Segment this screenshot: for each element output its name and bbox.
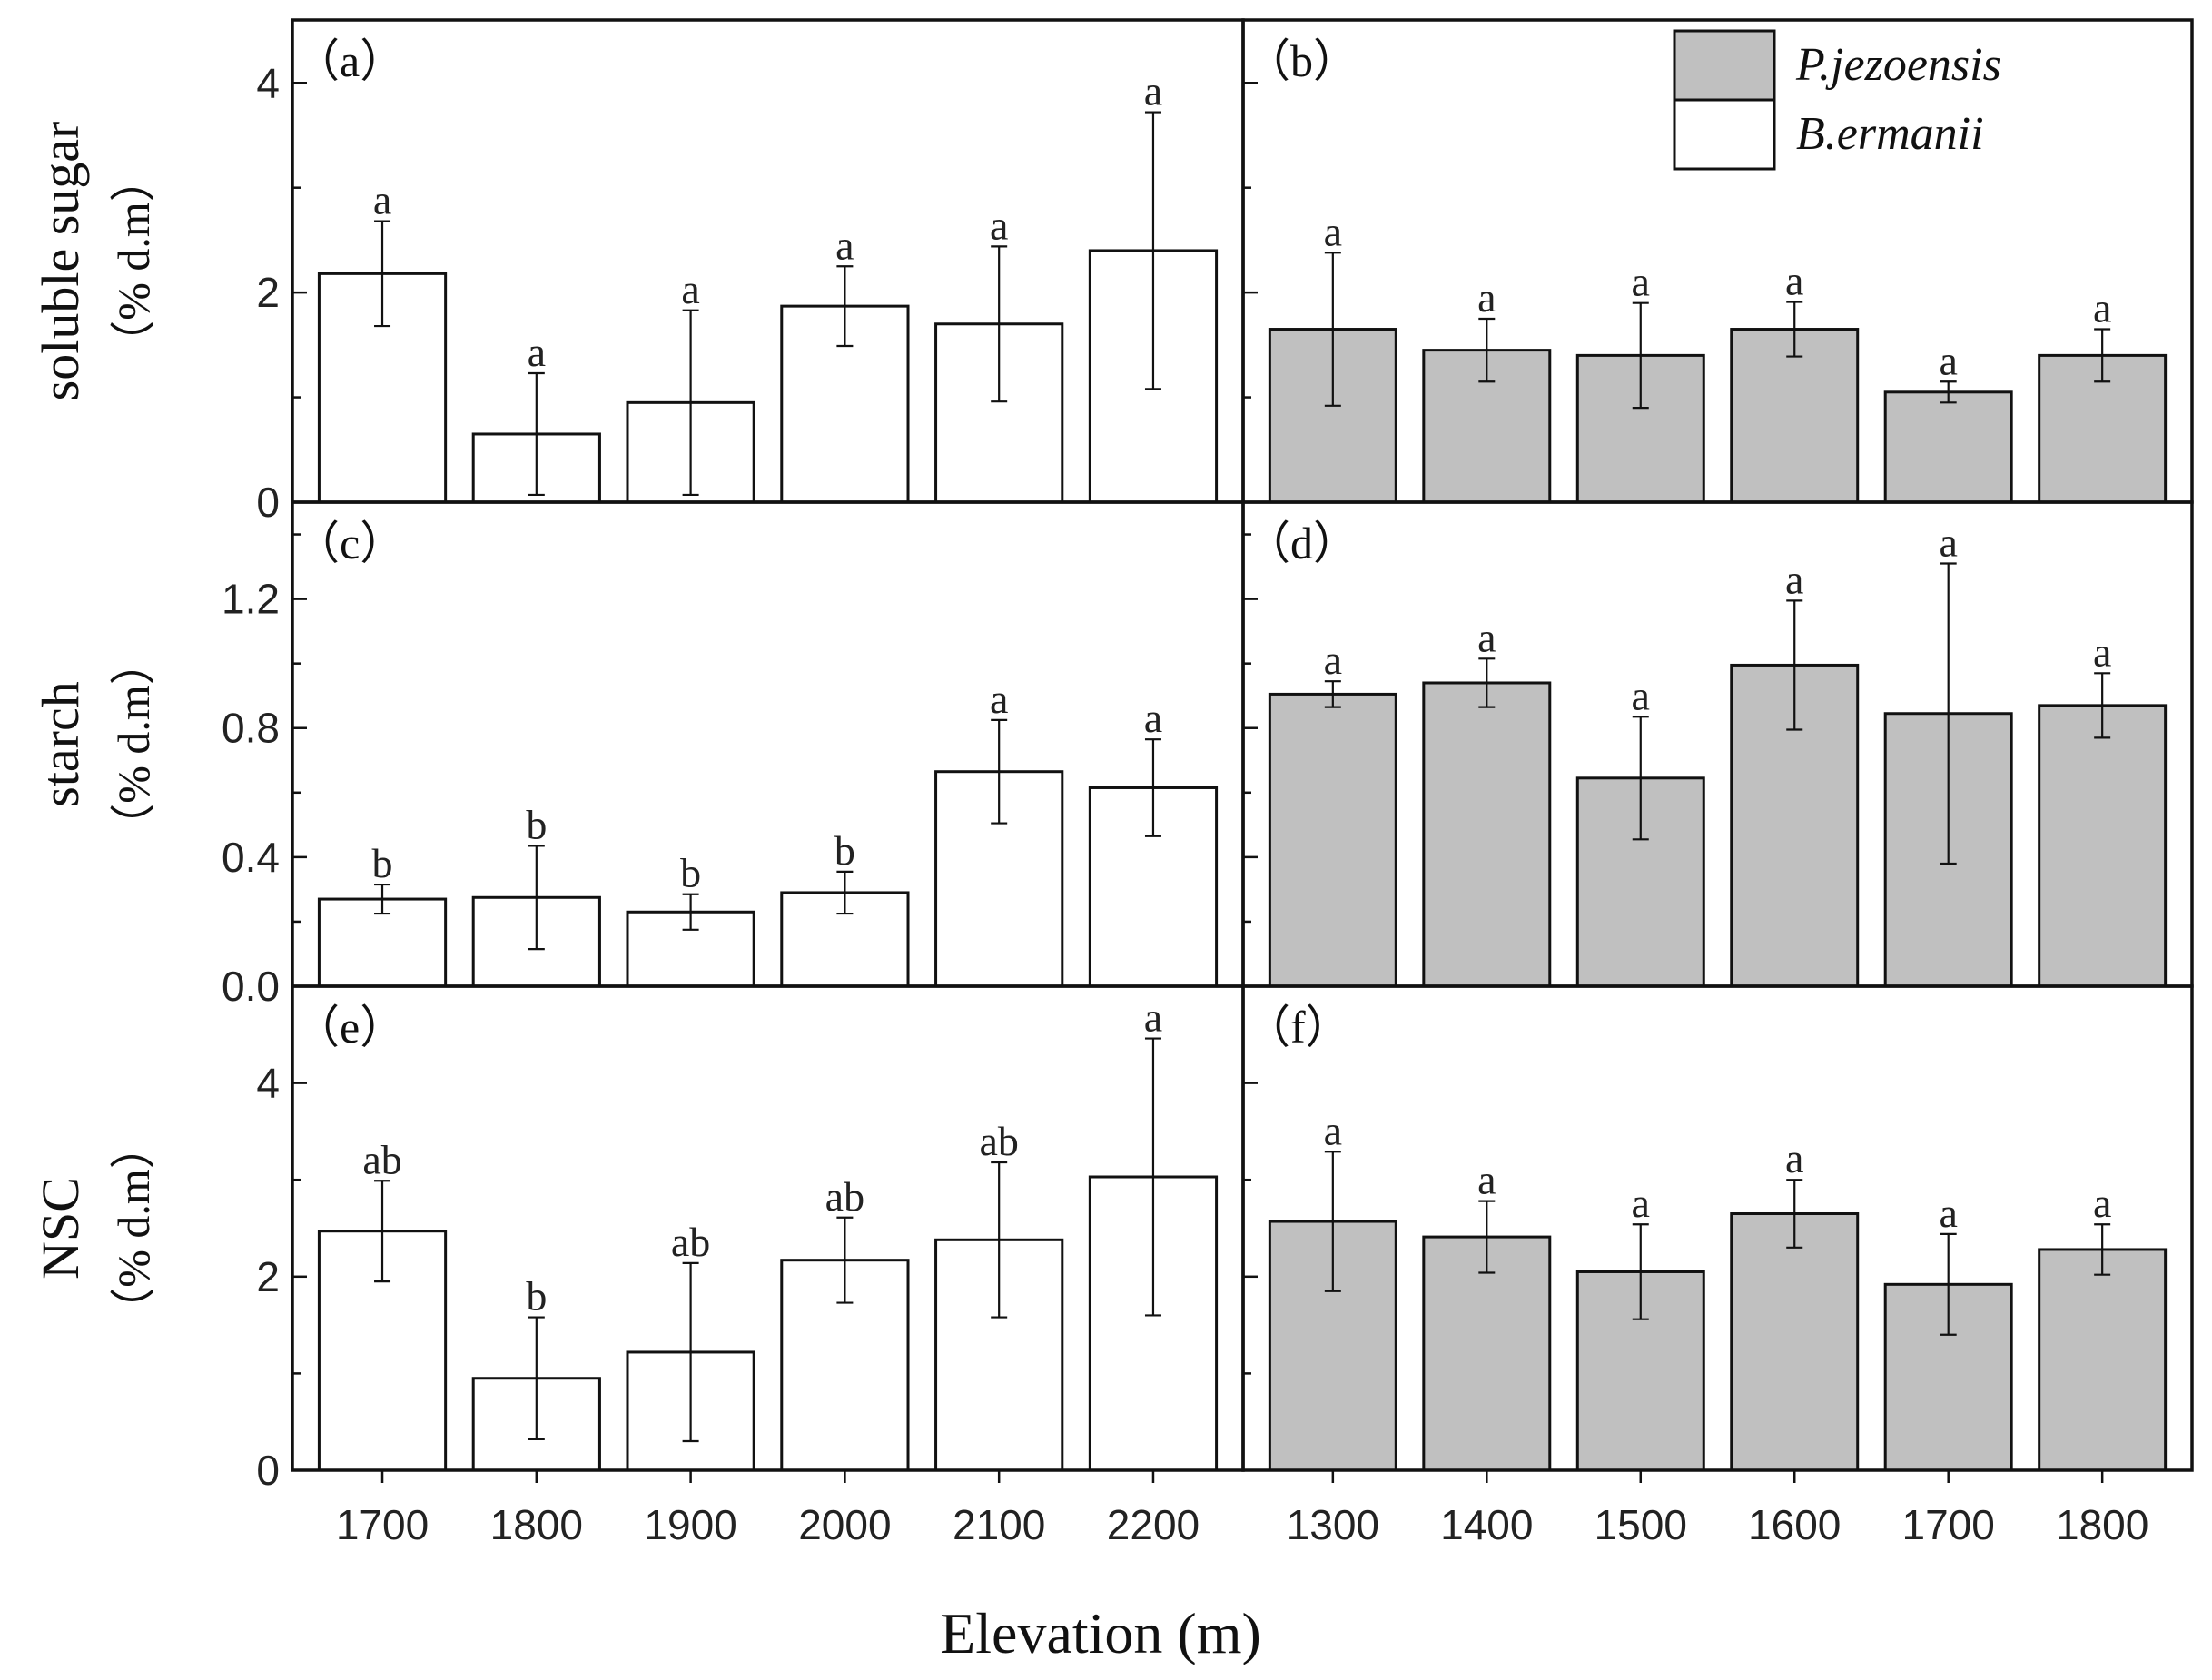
significance-label: ab — [979, 1118, 1018, 1164]
significance-label: a — [1477, 614, 1496, 660]
panel-label: （a） — [294, 35, 405, 86]
significance-label: a — [990, 202, 1008, 248]
significance-label: a — [1939, 1190, 1957, 1236]
legend: P.jezoensis B.ermanii — [1673, 29, 2001, 171]
significance-label: a — [528, 329, 546, 375]
y-axis-labels: 0 2 4 0.0 0.4 0.8 1.2 0 2 4 soluble sugar （% d.m） st… — [31, 59, 280, 1494]
x-tick-label: 2200 — [1107, 1501, 1200, 1548]
panel-1: a a a a a a （b） — [1241, 18, 2194, 504]
y-tick-label: 1.2 — [222, 576, 280, 623]
y-tick-label: 4 — [256, 59, 280, 106]
y-tick-label: 0 — [256, 479, 280, 526]
y-axis-label: soluble sugar — [31, 122, 90, 401]
y-axis-label: NSC — [31, 1177, 90, 1280]
significance-label: b — [834, 827, 855, 874]
significance-label: a — [1144, 994, 1162, 1041]
significance-label: a — [1632, 1180, 1650, 1226]
x-tick-label: 1300 — [1287, 1501, 1379, 1548]
significance-label: a — [1785, 258, 1803, 304]
panel-2: b b b b a a （c） — [291, 500, 1245, 988]
significance-label: a — [1324, 637, 1342, 683]
significance-label: a — [1324, 1107, 1342, 1153]
legend-label: P.jezoensis — [1795, 39, 2001, 91]
legend-label: B.ermanii — [1796, 108, 1984, 160]
significance-label: ab — [362, 1136, 401, 1182]
y-tick-label: 0 — [256, 1447, 280, 1494]
bar — [2038, 704, 2168, 988]
bar — [1883, 390, 2013, 504]
panel-5: a a a a a a （f） — [1241, 984, 2194, 1472]
significance-label: a — [2093, 285, 2111, 331]
bar — [1422, 1235, 1552, 1472]
bar — [1730, 328, 1860, 504]
panel-label: （b） — [1245, 35, 1358, 86]
x-tick-label: 1800 — [2056, 1501, 2148, 1548]
significance-label: a — [373, 177, 391, 223]
significance-label: a — [2093, 628, 2111, 675]
significance-label: a — [2093, 1180, 2111, 1226]
significance-label: ab — [825, 1173, 864, 1220]
significance-label: a — [1632, 672, 1650, 718]
significance-label: a — [990, 676, 1008, 722]
y-axis-unit: （% d.m） — [108, 156, 159, 366]
significance-label: a — [1144, 68, 1162, 114]
y-tick-label: 0.0 — [222, 963, 280, 1010]
significance-label: a — [681, 266, 699, 312]
y-tick-label: 0.8 — [222, 705, 280, 752]
bar — [1268, 692, 1397, 988]
x-tick-label: 1900 — [644, 1501, 736, 1548]
panel-frame — [1241, 984, 2194, 1472]
significance-label: a — [1939, 337, 1957, 383]
y-axis-label: starch — [31, 681, 90, 807]
panel-label: （e） — [294, 1002, 405, 1052]
y-axis-unit: （% d.m） — [108, 1123, 159, 1333]
y-tick-label: 2 — [256, 269, 280, 316]
x-tick-label: 1700 — [1902, 1501, 1995, 1548]
significance-label: b — [526, 801, 547, 847]
y-tick-label: 2 — [256, 1253, 280, 1300]
x-tick-label: 1400 — [1440, 1501, 1533, 1548]
significance-label: a — [1144, 695, 1162, 741]
bar — [1422, 681, 1552, 988]
significance-label: a — [1477, 274, 1496, 321]
panel-3: a a a a a a （d） — [1241, 500, 2194, 988]
x-tick-label: 2100 — [953, 1501, 1045, 1548]
panel-label: （c） — [294, 518, 405, 568]
x-tick-label: 2000 — [798, 1501, 891, 1548]
significance-label: a — [1324, 208, 1342, 254]
y-tick-label: 0.4 — [222, 834, 280, 881]
panel-label: （f） — [1245, 1002, 1351, 1052]
bar — [1730, 1212, 1860, 1472]
significance-label: a — [1785, 1135, 1803, 1181]
x-tick-label: 1800 — [490, 1501, 583, 1548]
significance-label: a — [1785, 556, 1803, 602]
panel-label: （d） — [1245, 518, 1358, 568]
significance-label: b — [680, 850, 701, 896]
panel-0: a a a a a a （a） — [291, 18, 1245, 504]
legend-swatch — [1673, 29, 1776, 102]
significance-label: b — [372, 840, 393, 886]
x-tick-label: 1700 — [336, 1501, 429, 1548]
y-axis-unit: （% d.m） — [108, 639, 159, 849]
significance-label: a — [1477, 1157, 1496, 1203]
y-tick-label: 4 — [256, 1060, 280, 1107]
bar — [2038, 1248, 2168, 1472]
significance-label: a — [835, 222, 854, 268]
significance-label: a — [1632, 259, 1650, 305]
x-axis-label: Elevation (m) — [940, 1601, 1261, 1665]
significance-label: b — [526, 1273, 547, 1319]
legend-swatch — [1673, 98, 1776, 171]
significance-label: a — [1939, 519, 1957, 566]
panel-4: ab b ab ab ab a （e） — [291, 984, 1245, 1472]
x-tick-label: 1600 — [1748, 1501, 1841, 1548]
x-tick-label: 1500 — [1595, 1501, 1687, 1548]
x-axis-ticks: 1700 1800 1900 2000 2100 2200 1300 1400 1500 1600… — [336, 1470, 2148, 1548]
significance-label: ab — [671, 1219, 710, 1265]
